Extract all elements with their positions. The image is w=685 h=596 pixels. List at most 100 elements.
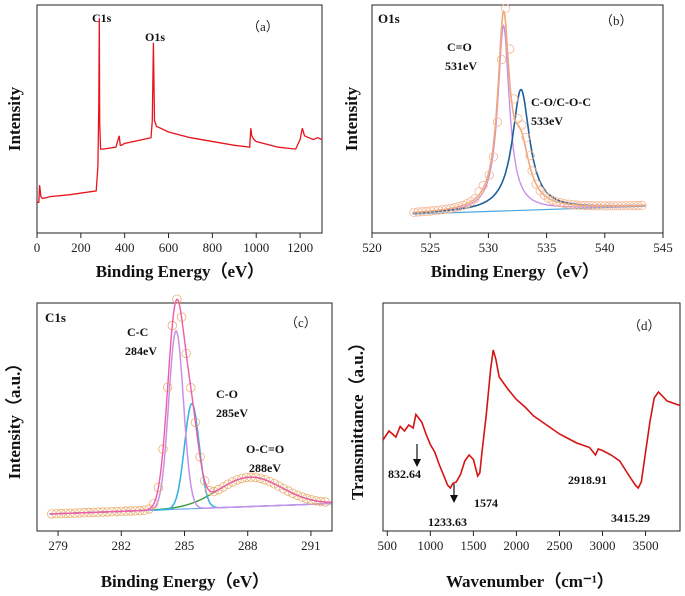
- panel-d-ann-2918: 2918.91: [568, 473, 607, 487]
- panel-b-ann-co-ev: 531eV: [445, 59, 477, 73]
- panel-c-tag: （c）: [285, 315, 317, 330]
- panel-c-raw-point: [232, 475, 242, 485]
- panel-b-raw-point: [543, 193, 553, 203]
- panel-d-ann-1233: 1233.63: [428, 515, 467, 529]
- panel-b-ann-coc-ev: 533eV: [531, 114, 563, 128]
- panel-b-raw-point: [449, 203, 460, 213]
- panel-a-tick-label: 1000: [243, 240, 269, 255]
- panel-c-raw-point: [292, 490, 303, 501]
- panel-c-raw-point: [237, 473, 247, 484]
- panel-b-raw-point: [525, 151, 535, 161]
- panel-c-raw-point: [288, 488, 298, 499]
- panel-d-tick-label: 500: [378, 538, 398, 553]
- panel-b-raw-point: [474, 187, 484, 197]
- panel-d-tick-label: 1000: [417, 538, 443, 553]
- panel-b-raw-point: [637, 200, 647, 210]
- panel-c-raw-point: [306, 495, 317, 505]
- panel-d-tick-label: 3000: [590, 538, 616, 553]
- panel-b-raw-point: [509, 94, 519, 104]
- panel-d-arrowhead-832: [413, 459, 421, 467]
- panel-a-tick-label: 600: [159, 240, 179, 255]
- panel-d-tick-label: 1500: [460, 538, 486, 553]
- panel-c-raw-point: [223, 479, 233, 490]
- panel-b-raw-point: [517, 120, 527, 130]
- panel-a-tick-label: 200: [71, 240, 91, 255]
- panel-c-ann-cc: C-C: [127, 325, 148, 339]
- panel-a-ann-c1s: C1s: [92, 11, 112, 25]
- panel-d-ylabel: Transmittance（a.u.）: [347, 334, 367, 500]
- panel-b-raw-point: [521, 132, 531, 142]
- panel-c-raw-point: [260, 475, 270, 485]
- panel-c-raw-point: [218, 482, 229, 492]
- panel-a-frame: [36, 4, 323, 234]
- panel-b-raw-point: [513, 113, 523, 124]
- panel-b-raw-point: [484, 170, 494, 180]
- panel-b-ticks: 520 525 530 535 540 545: [362, 233, 673, 255]
- panel-c-tick-label: 282: [112, 538, 132, 553]
- panel-c-raw-point: [204, 485, 215, 496]
- panel-b-raw-point: [531, 179, 541, 189]
- panel-b-ylabel: Intensity: [342, 86, 361, 151]
- panel-a-xlabel: Binding Energy（eV）: [96, 261, 265, 281]
- panel-d-ftir-line: [382, 349, 681, 490]
- panel-a-tag: （a）: [247, 19, 279, 34]
- panel-d: （d） Transmittance（a.u.） Wavenumber（cm⁻¹）…: [347, 302, 681, 591]
- panel-b-tick-label: 540: [595, 240, 615, 255]
- panel-a-tick-label: 0: [34, 240, 41, 255]
- panel-c-tick-label: 291: [301, 538, 321, 553]
- panel-c-raw-point: [227, 477, 238, 487]
- panel-d-ann-3415: 3415.29: [611, 511, 650, 525]
- panel-c-tick-label: 279: [48, 538, 68, 553]
- panel-a-tick-label: 400: [115, 240, 135, 255]
- panel-b-ann-coc: C-O/C-O-C: [531, 95, 591, 109]
- panel-c-raw-point: [278, 484, 289, 494]
- panel-b-raw-point: [454, 202, 464, 212]
- panel-b-frame: [371, 4, 664, 234]
- panel-b-xlabel: Binding Energy（eV）: [431, 261, 600, 281]
- panel-b-tick-label: 535: [537, 240, 557, 255]
- panel-c-raw-point: [199, 476, 210, 486]
- panel-b-tick-label: 545: [653, 240, 673, 255]
- panel-a-tick-label: 800: [203, 240, 223, 255]
- panel-b-curves: [409, 3, 647, 217]
- panel-b-envelope: [412, 9, 646, 214]
- panel-b-title: O1s: [378, 11, 400, 26]
- panel-b-raw-point: [633, 200, 643, 211]
- panel-c-raw-point: [283, 486, 293, 496]
- panel-a-ylabel: Intensity: [5, 86, 24, 151]
- panel-b-raw-point: [496, 54, 507, 65]
- panel-d-tag: （d）: [628, 318, 661, 333]
- panel-c-curves: [47, 294, 332, 519]
- panel-a-tick-label: 1200: [287, 240, 313, 255]
- panel-c-tick-label: 288: [238, 538, 258, 553]
- panel-b-raw-point: [488, 152, 498, 162]
- panel-b-raw-point: [527, 166, 537, 176]
- panel-b-raw-point: [505, 44, 515, 54]
- panel-d-tick-label: 3500: [633, 538, 659, 553]
- panel-d-frame: [382, 302, 681, 532]
- panel-c-raw-point: [302, 493, 312, 504]
- panel-c-ann-cc-ev: 284eV: [125, 344, 157, 358]
- panel-d-tick-label: 2000: [503, 538, 529, 553]
- panel-c-tick-label: 285: [175, 538, 195, 553]
- panel-c-title: C1s: [45, 310, 66, 325]
- panel-b-raw-point: [547, 195, 558, 205]
- panel-c-peak-co: [49, 402, 332, 515]
- panel-b-tag: （b）: [600, 13, 633, 28]
- panel-b-tick-label: 520: [362, 240, 382, 255]
- panel-d-xlabel: Wavenumber（cm⁻¹）: [446, 571, 614, 591]
- panel-c-envelope: [49, 298, 332, 515]
- panel-d-arrowhead-1233: [450, 495, 458, 503]
- panel-c-raw-point: [274, 481, 284, 491]
- panel-c-xlabel: Binding Energy（eV）: [101, 571, 270, 591]
- panel-c-ann-oco-ev: 288eV: [249, 461, 281, 475]
- panel-b-raw-point: [470, 194, 480, 204]
- panel-b-raw-point: [500, 3, 511, 13]
- panel-c-raw-point: [148, 499, 159, 509]
- panel-c-ylabel: Intensity（a.u.）: [4, 355, 24, 480]
- panel-c: （c） C1s Intensity（a.u.） Binding Energy（e…: [4, 294, 333, 591]
- panel-c-raw-point: [172, 294, 182, 305]
- panel-c-ann-oco: O-C=O: [246, 442, 284, 456]
- panel-c-raw-point: [311, 496, 321, 506]
